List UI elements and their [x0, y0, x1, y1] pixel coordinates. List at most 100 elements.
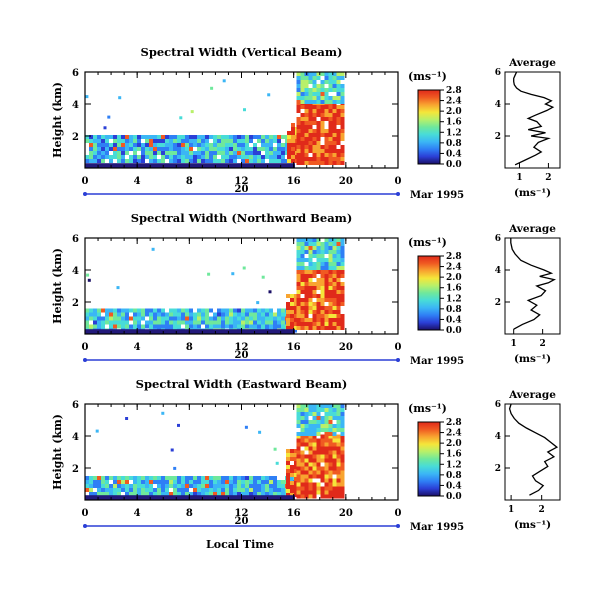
heatmap-cell — [109, 135, 113, 140]
heatmap-cell — [241, 312, 245, 317]
heatmap-cell — [312, 326, 317, 330]
heatmap-cell — [169, 320, 173, 325]
heatmap-cell — [129, 155, 133, 160]
heatmap-cell — [316, 128, 321, 133]
heatmap-cell — [312, 490, 317, 495]
heatmap-cell — [340, 274, 345, 278]
heatmap-cell — [340, 128, 345, 133]
heatmap-cell — [133, 476, 137, 480]
heatmap-cell — [296, 250, 301, 254]
heatmap-cell — [320, 108, 325, 113]
heatmap-cell — [312, 466, 317, 471]
heatmap-cell — [296, 148, 301, 153]
heatmap-cell — [312, 254, 317, 258]
heatmap-cell — [149, 476, 153, 480]
heatmap-cell — [340, 72, 345, 76]
colorbar-tick-label: 1.2 — [446, 128, 462, 138]
heatmap-cell — [312, 310, 317, 314]
heatmap-cell — [285, 159, 289, 164]
heatmap-speck — [107, 115, 111, 119]
heatmap-speck — [258, 430, 262, 434]
heatmap-cell — [109, 147, 113, 152]
heatmap-cell — [320, 250, 325, 254]
heatmap-cell — [277, 312, 281, 317]
heatmap-cell — [291, 127, 296, 132]
heatmap-cell — [300, 80, 305, 84]
heatmap-cell — [340, 266, 345, 270]
heatmap-cell — [289, 314, 294, 318]
heatmap-cell — [340, 76, 345, 80]
heatmap-cell — [101, 484, 105, 488]
heatmap-cell — [340, 100, 345, 104]
heatmap-cell — [285, 468, 290, 473]
heatmap-cell — [145, 151, 149, 156]
x-tick-label: 8 — [186, 508, 193, 519]
heatmap-cell — [328, 326, 333, 330]
heatmap-cell — [149, 135, 153, 140]
heatmap-cell — [85, 324, 89, 329]
heatmap-cell — [197, 488, 201, 492]
heatmap-cell — [336, 278, 341, 282]
heatmap-cell — [328, 494, 333, 499]
colorbar-tick-label: 2.8 — [446, 252, 462, 262]
heatmap-cell — [312, 238, 317, 242]
heatmap-cell — [312, 306, 317, 310]
heatmap-cell — [296, 322, 301, 326]
heatmap-cell — [213, 155, 217, 160]
heatmap-cell — [308, 278, 313, 282]
average-x-tick-label: 2 — [539, 339, 545, 349]
heatmap-cell — [129, 139, 133, 144]
heatmap-cell — [308, 72, 313, 76]
heatmap-cell — [117, 147, 121, 152]
heatmap-cell — [145, 488, 149, 492]
heatmap-cell — [197, 312, 201, 317]
heatmap-cell — [332, 108, 337, 113]
colorbar-tick-label: 0.0 — [446, 326, 462, 336]
heatmap-cell — [129, 476, 133, 480]
x-tick-label: 20 — [339, 342, 353, 353]
heatmap-cell — [340, 412, 345, 416]
heatmap-cell — [308, 160, 313, 165]
heatmap-cell — [257, 320, 261, 325]
heatmap-cell — [332, 84, 337, 88]
heatmap-speck — [244, 425, 248, 429]
heatmap-cell — [287, 155, 292, 160]
heatmap-cell — [340, 282, 345, 286]
heatmap-cell — [225, 143, 229, 148]
heatmap-cell — [328, 278, 333, 282]
heatmap-cell — [181, 476, 185, 480]
heatmap-cell — [265, 308, 269, 313]
heatmap-cell — [237, 476, 241, 480]
heatmap-cell — [209, 143, 213, 148]
average-y-tick-label: 4 — [495, 266, 501, 276]
heatmap-cell — [205, 316, 209, 321]
heatmap-cell — [285, 464, 290, 469]
heatmap-cell — [205, 480, 209, 484]
heatmap-cell — [249, 135, 253, 140]
panel-2: Spectral Width (Northward Beam)Height (k… — [51, 211, 561, 367]
heatmap-cell — [245, 135, 249, 140]
heatmap-cell — [281, 492, 285, 496]
date-label: Mar 1995 — [410, 356, 464, 367]
heatmap-cell — [281, 155, 285, 160]
heatmap-cell — [221, 139, 225, 144]
heatmap-cell — [129, 316, 133, 321]
heatmap-cell — [296, 128, 301, 133]
heatmap-cell — [237, 147, 241, 152]
heatmap-cell — [193, 316, 197, 321]
heatmap-cell — [201, 484, 205, 488]
heatmap-cell — [125, 135, 129, 140]
heatmap-cell — [300, 72, 305, 76]
x-tick-label: 4 — [134, 342, 141, 353]
heatmap-cell — [332, 408, 337, 412]
heatmap-cell — [340, 450, 345, 455]
heatmap-cell — [225, 135, 229, 140]
heatmap-cell — [308, 470, 313, 475]
heatmap-cell — [213, 324, 217, 329]
heatmap-cell — [173, 151, 177, 156]
heatmap-cell — [320, 298, 325, 302]
heatmap-cell — [113, 155, 117, 160]
heatmap-cell — [316, 156, 321, 161]
heatmap-cell — [225, 316, 229, 321]
heatmap-cell — [312, 160, 317, 165]
